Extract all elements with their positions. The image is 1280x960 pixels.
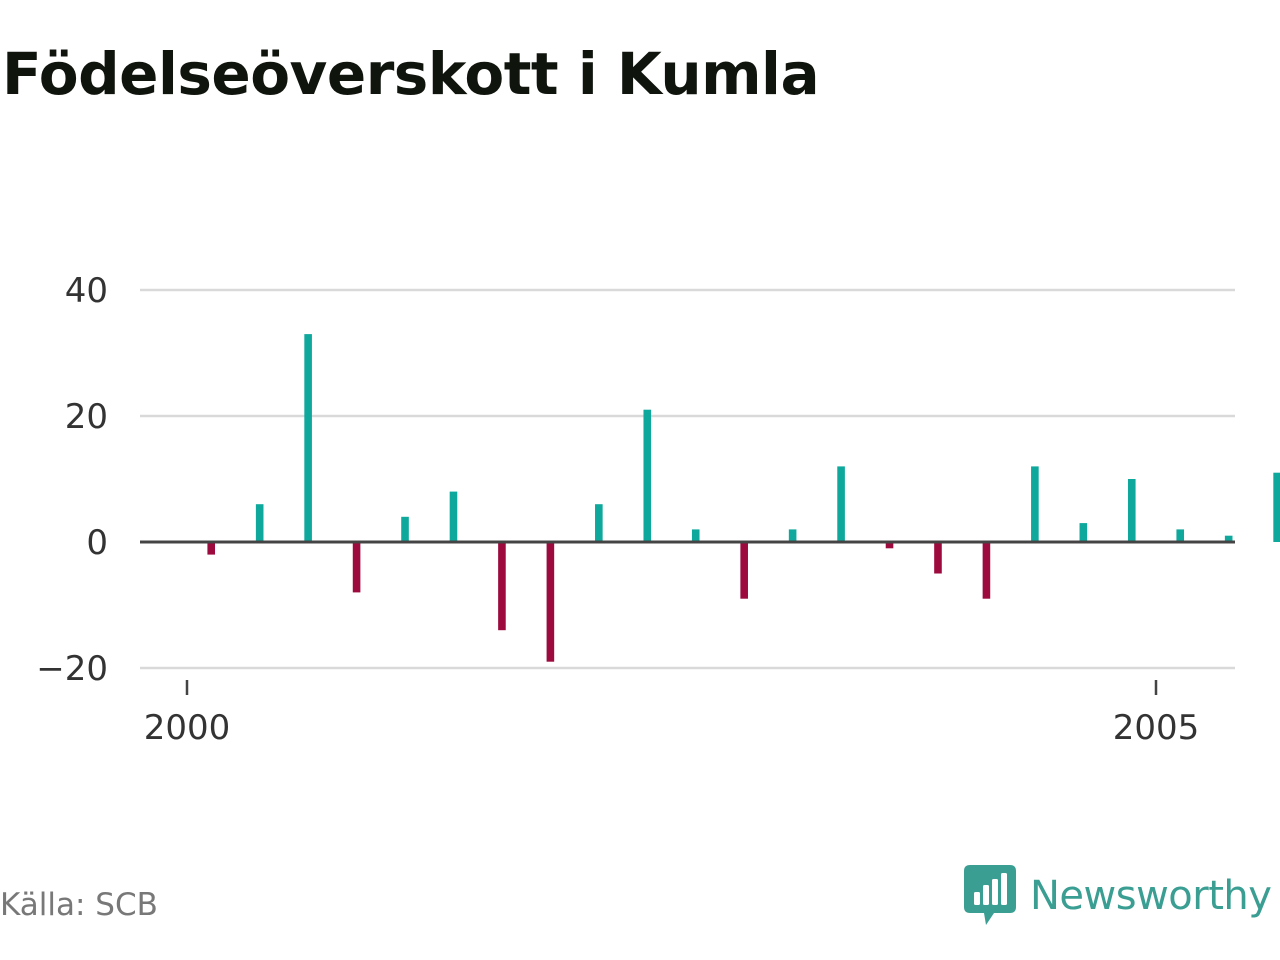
bar-3 (352, 542, 361, 593)
bar-20 (1176, 529, 1185, 542)
x-tick-label: 2000 (144, 708, 231, 748)
bar-13 (837, 466, 845, 542)
bar-4 (401, 516, 409, 542)
bar-9 (643, 409, 652, 542)
bar-21 (1224, 535, 1233, 542)
y-tick-label: 0 (86, 523, 108, 563)
y-tick-label: 20 (65, 397, 108, 437)
brand-name: Newsworthy (1030, 873, 1272, 919)
brand: Newsworthy (964, 864, 1272, 928)
bar-10 (691, 529, 700, 542)
bar-8 (595, 504, 603, 542)
newsworthy-logo-icon (964, 865, 1016, 925)
axes: −2002040200020052010201520202025 (36, 271, 1235, 748)
bar-19 (1127, 479, 1136, 542)
bar-15 (934, 542, 942, 574)
bar-12 (788, 529, 797, 542)
bar-6 (498, 542, 506, 631)
bar-0 (207, 542, 216, 555)
source-label: Källa: SCB (0, 887, 158, 923)
y-tick-label: 40 (65, 271, 108, 311)
grid-lines (140, 288, 1235, 670)
bar-16 (982, 542, 991, 599)
bars (207, 334, 1280, 662)
bar-14 (885, 542, 894, 549)
bar-11 (740, 542, 748, 599)
bar-17 (1031, 466, 1039, 542)
x-tick-label: 2005 (1113, 708, 1200, 748)
bar-2 (304, 334, 312, 542)
y-tick-label: −20 (36, 649, 108, 689)
bar-22 (1273, 472, 1280, 542)
bar-18 (1079, 523, 1088, 542)
bar-5 (449, 491, 458, 542)
bar-7 (546, 542, 555, 662)
bar-1 (255, 504, 264, 542)
chart-title: Födelseöverskott i Kumla (2, 40, 820, 108)
